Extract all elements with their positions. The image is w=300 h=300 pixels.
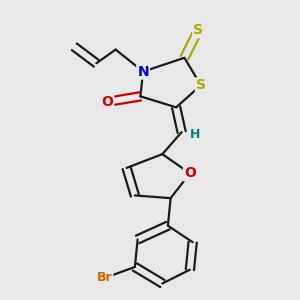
Text: N: N — [137, 64, 149, 79]
Text: S: S — [193, 23, 203, 37]
Text: H: H — [190, 128, 201, 141]
Text: Br: Br — [97, 272, 112, 284]
Text: O: O — [184, 167, 196, 180]
Text: O: O — [101, 95, 113, 109]
Text: S: S — [196, 78, 206, 92]
